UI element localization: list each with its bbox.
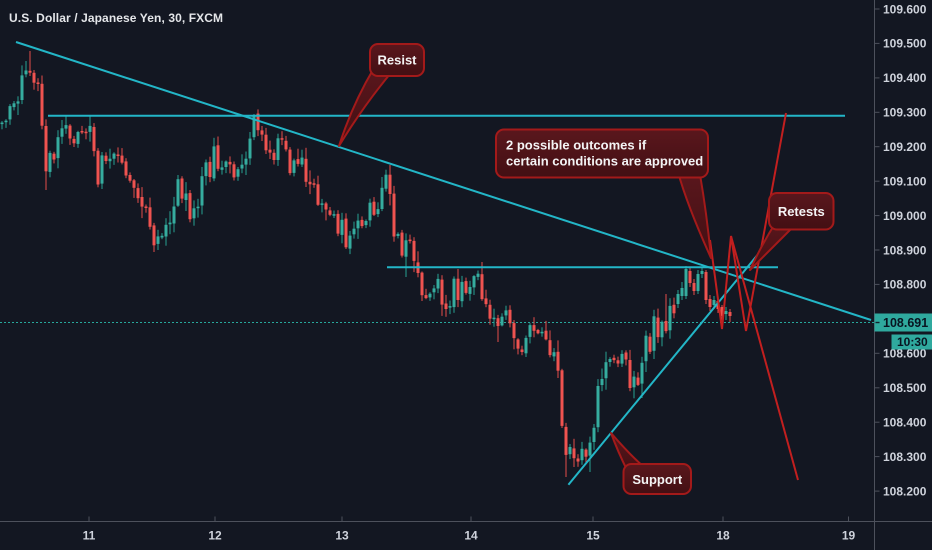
svg-text:109.500: 109.500 [883, 37, 927, 51]
svg-text:Resist: Resist [377, 53, 417, 68]
svg-text:109.300: 109.300 [883, 106, 927, 120]
svg-text:109.400: 109.400 [883, 71, 927, 85]
svg-text:109.000: 109.000 [883, 209, 927, 223]
svg-text:108.691: 108.691 [883, 316, 928, 330]
svg-text:109.200: 109.200 [883, 140, 927, 154]
svg-text:15: 15 [586, 529, 600, 543]
svg-text:109.600: 109.600 [883, 2, 927, 16]
svg-text:108.200: 108.200 [883, 484, 927, 498]
svg-text:109.100: 109.100 [883, 175, 927, 189]
svg-text:2 possible outcomes if: 2 possible outcomes if [506, 138, 647, 153]
svg-text:10:30: 10:30 [897, 335, 928, 349]
svg-text:108.400: 108.400 [883, 416, 927, 430]
svg-text:11: 11 [83, 529, 96, 543]
svg-text:108.900: 108.900 [883, 243, 927, 257]
svg-text:Retests: Retests [778, 204, 825, 219]
svg-text:Support: Support [632, 472, 682, 487]
svg-text:13: 13 [335, 529, 349, 543]
svg-text:108.300: 108.300 [883, 450, 927, 464]
svg-text:108.500: 108.500 [883, 381, 927, 395]
svg-text:U.S. Dollar / Japanese Yen, 30: U.S. Dollar / Japanese Yen, 30, FXCM [9, 11, 223, 25]
svg-text:certain conditions are approve: certain conditions are approved [506, 154, 703, 169]
svg-text:19: 19 [842, 529, 856, 543]
svg-text:108.800: 108.800 [883, 278, 927, 292]
svg-text:18: 18 [716, 529, 730, 543]
svg-text:12: 12 [208, 529, 222, 543]
svg-text:108.600: 108.600 [883, 347, 927, 361]
svg-text:14: 14 [464, 529, 478, 543]
